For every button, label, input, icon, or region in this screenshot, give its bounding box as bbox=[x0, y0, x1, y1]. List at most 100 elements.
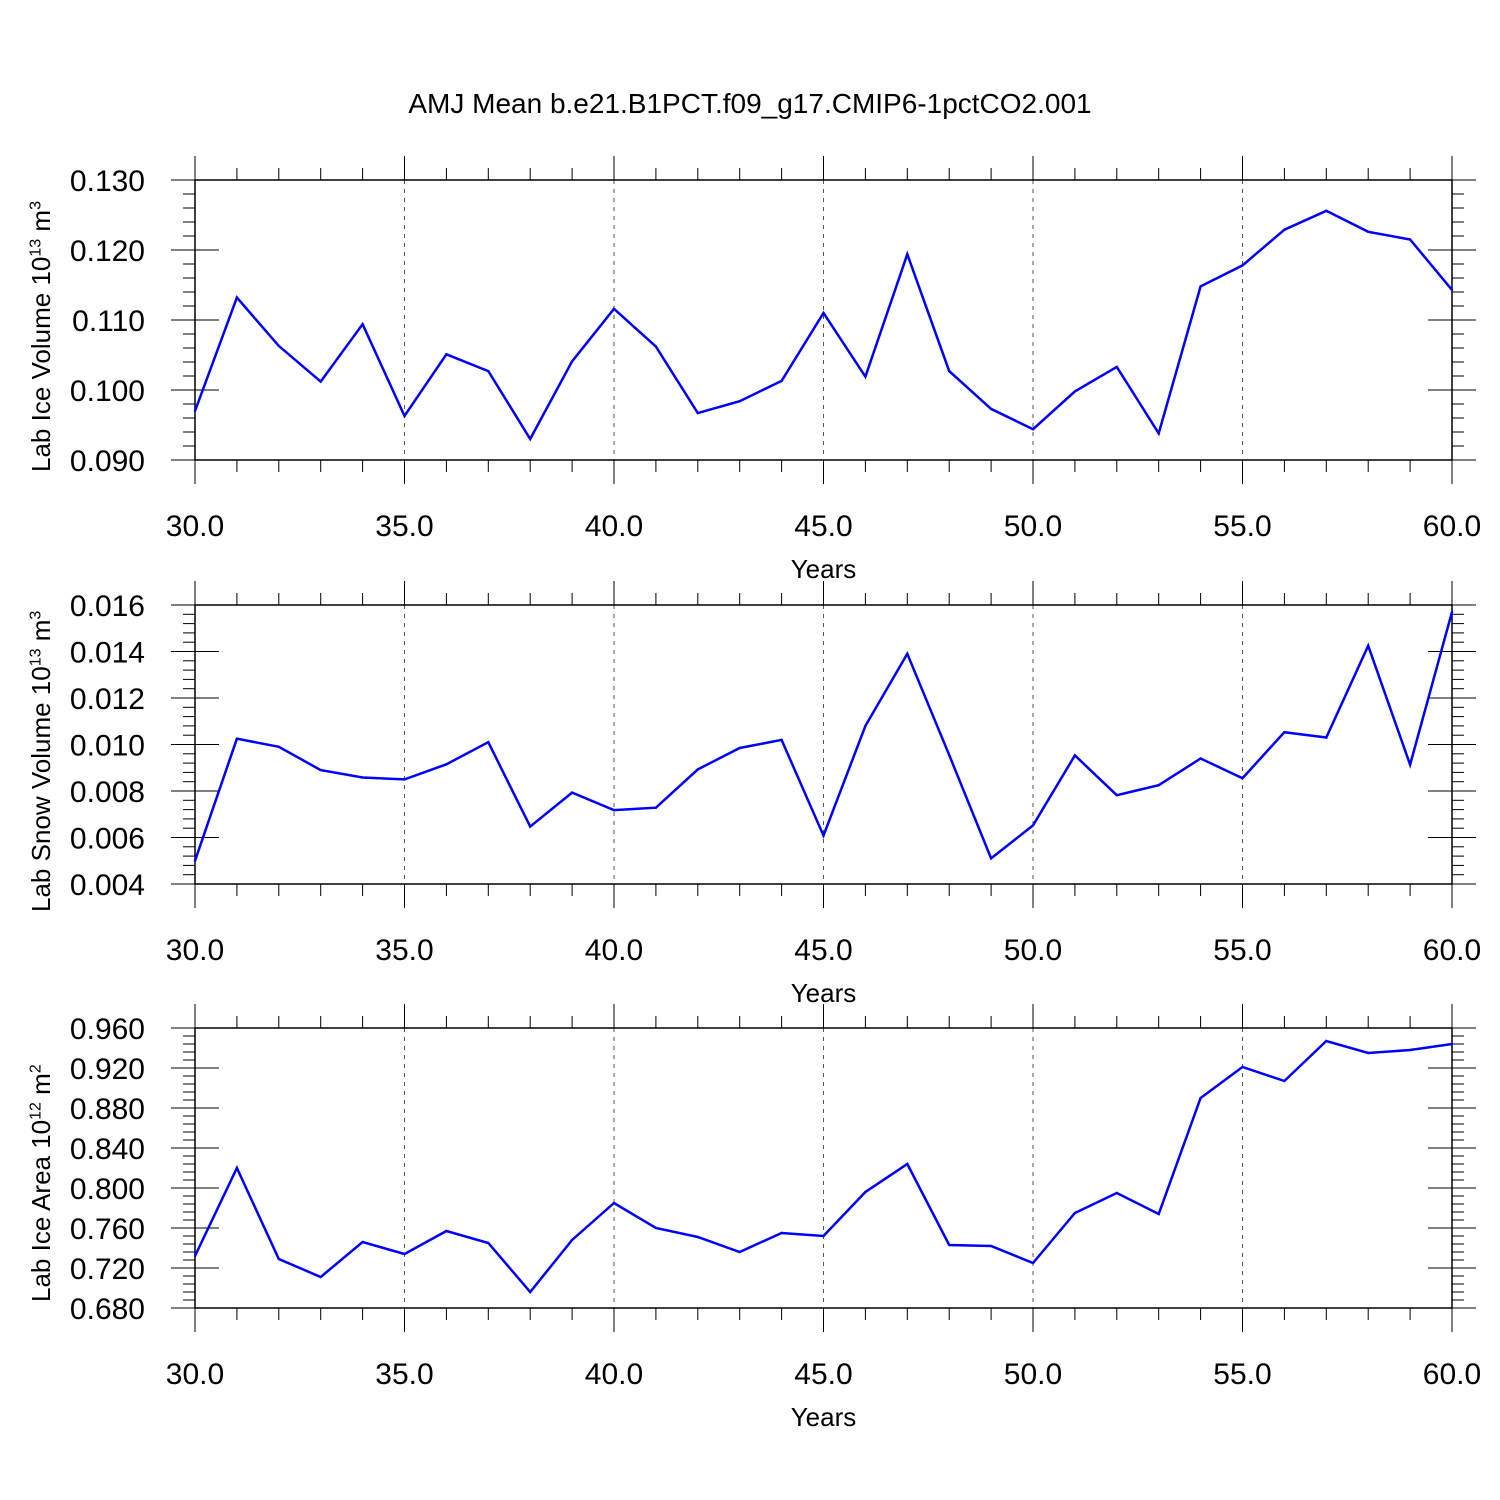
data-point bbox=[361, 323, 364, 326]
x-tick-label: 45.0 bbox=[794, 510, 852, 543]
data-point bbox=[822, 834, 825, 837]
data-point bbox=[1325, 209, 1328, 212]
data-point bbox=[864, 1190, 867, 1194]
panel-2: 30.0 35.0 40.0 45.0 50.0 55.0 60.0 Years 0.004 0.… bbox=[70, 581, 1481, 1008]
data-point bbox=[235, 296, 239, 299]
data-point bbox=[738, 746, 741, 750]
data-point bbox=[780, 738, 783, 742]
y-tick-label: 0.012 bbox=[70, 683, 145, 716]
data-point bbox=[1031, 824, 1035, 827]
data-point bbox=[1031, 1261, 1035, 1265]
x-axis-title: Years bbox=[791, 1402, 857, 1432]
y-tick-label: 0.800 bbox=[70, 1173, 145, 1206]
data-point bbox=[487, 1241, 490, 1245]
data-point bbox=[696, 768, 699, 771]
data-point bbox=[1031, 428, 1035, 431]
y-tick-label: 0.090 bbox=[70, 445, 145, 478]
data-point bbox=[654, 345, 658, 348]
data-point bbox=[1157, 432, 1160, 435]
data-point bbox=[948, 1243, 951, 1247]
data-point bbox=[487, 369, 490, 373]
data-point bbox=[1450, 610, 1454, 614]
x-tick-label: 30.0 bbox=[166, 934, 224, 967]
data-point bbox=[1325, 1039, 1328, 1043]
y-tick-label: 0.840 bbox=[70, 1133, 145, 1166]
data-point bbox=[1157, 1212, 1160, 1216]
data-point bbox=[989, 857, 993, 860]
y-tick-label: 0.100 bbox=[70, 375, 145, 408]
y-tick-label: 0.010 bbox=[70, 730, 145, 763]
data-point bbox=[570, 360, 574, 363]
x-axis-title: Years bbox=[791, 554, 857, 584]
data-point bbox=[906, 1162, 909, 1166]
data-point bbox=[1450, 1042, 1454, 1046]
x-tick-label: 50.0 bbox=[1004, 934, 1062, 967]
data-point bbox=[612, 808, 616, 812]
data-point bbox=[1367, 644, 1370, 647]
y-tick-label: 0.960 bbox=[70, 1013, 145, 1046]
data-point bbox=[948, 369, 951, 373]
y-tick-label: 0.680 bbox=[70, 1293, 145, 1326]
x-tick-label: 40.0 bbox=[585, 934, 643, 967]
data-point bbox=[654, 1226, 658, 1230]
data-point bbox=[403, 1252, 406, 1256]
data-point bbox=[1408, 1048, 1412, 1052]
x-tick-label: 35.0 bbox=[375, 510, 433, 543]
data-point bbox=[1241, 264, 1244, 267]
data-point bbox=[1325, 736, 1328, 739]
y-tick-label: 0.014 bbox=[70, 637, 145, 670]
data-point bbox=[906, 253, 909, 256]
data-point bbox=[780, 1231, 783, 1235]
y-tick-label: 0.006 bbox=[70, 823, 145, 856]
x-tick-label: 45.0 bbox=[794, 934, 852, 967]
x-tick-label: 30.0 bbox=[166, 1358, 224, 1391]
data-point bbox=[1199, 285, 1202, 288]
data-point bbox=[487, 740, 490, 744]
x-tick-label: 40.0 bbox=[585, 1358, 643, 1391]
data-point bbox=[570, 1238, 574, 1242]
x-tick-label: 60.0 bbox=[1423, 510, 1481, 543]
data-point bbox=[696, 411, 699, 415]
data-point bbox=[277, 1257, 280, 1261]
y-tick-label: 0.130 bbox=[70, 165, 145, 198]
y-tick-label: 0.008 bbox=[70, 776, 145, 809]
data-point bbox=[193, 859, 197, 862]
x-axis-title: Years bbox=[791, 978, 857, 1008]
y-tick-label: 0.760 bbox=[70, 1213, 145, 1246]
data-point bbox=[1073, 754, 1077, 757]
x-tick-label: 55.0 bbox=[1213, 1358, 1271, 1391]
y-tick-label: 0.880 bbox=[70, 1093, 145, 1126]
x-tick-label: 50.0 bbox=[1004, 510, 1062, 543]
data-point bbox=[989, 407, 993, 411]
data-point bbox=[1283, 228, 1286, 231]
data-point bbox=[906, 652, 909, 656]
data-point bbox=[570, 791, 574, 794]
data-point bbox=[864, 724, 867, 728]
data-point bbox=[361, 1240, 364, 1244]
data-point bbox=[529, 437, 532, 441]
y-tick-label: 0.004 bbox=[70, 869, 145, 902]
data-point bbox=[193, 409, 197, 413]
data-point bbox=[822, 311, 825, 315]
x-tick-label: 40.0 bbox=[585, 510, 643, 543]
x-tick-label: 45.0 bbox=[794, 1358, 852, 1391]
data-point bbox=[1199, 1096, 1202, 1100]
x-tick-label: 50.0 bbox=[1004, 1358, 1062, 1391]
data-point bbox=[1241, 1065, 1244, 1069]
data-point bbox=[235, 737, 239, 740]
data-point bbox=[403, 414, 406, 418]
data-point bbox=[319, 380, 322, 383]
data-point bbox=[1450, 288, 1454, 292]
data-point bbox=[445, 763, 448, 766]
data-point bbox=[445, 1229, 448, 1233]
data-point bbox=[1115, 365, 1119, 369]
panel-3: 30.0 35.0 40.0 45.0 50.0 55.0 60.0 Years 0.680 0.… bbox=[70, 1004, 1481, 1432]
data-point bbox=[1408, 238, 1412, 241]
x-tick-label: 60.0 bbox=[1423, 1358, 1481, 1391]
data-point bbox=[1241, 777, 1244, 780]
y-tick-label: 0.720 bbox=[70, 1253, 145, 1286]
x-tick-label: 55.0 bbox=[1213, 510, 1271, 543]
data-point bbox=[1283, 730, 1286, 734]
data-point bbox=[654, 806, 658, 809]
data-point bbox=[529, 825, 532, 828]
